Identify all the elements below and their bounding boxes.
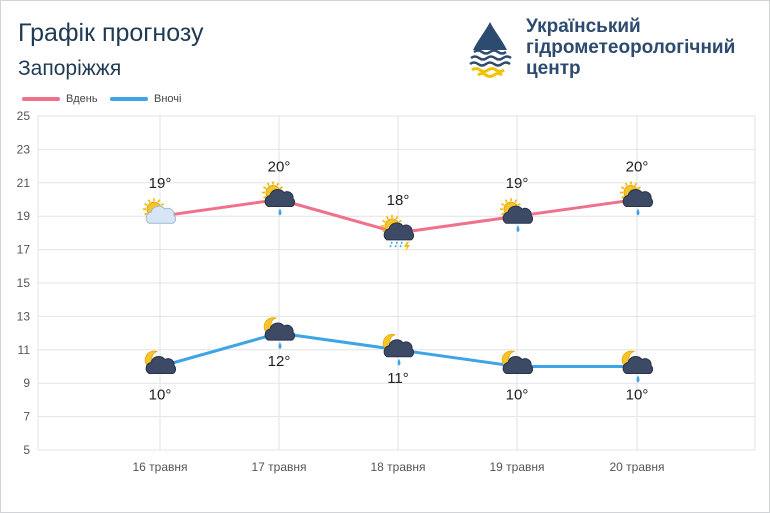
moon-cloud-icon	[144, 350, 177, 374]
data-labels: 19° 20° 18° 19° 20° 10° 12° 11° 10° 10°	[149, 159, 649, 404]
day-temp-label: 18°	[387, 192, 410, 209]
legend-label-night: Вночі	[154, 93, 182, 105]
x-tick-label: 17 травня	[251, 460, 306, 474]
x-tick-label: 20 травня	[609, 460, 664, 474]
chart-title: Графік прогнозу	[18, 19, 204, 47]
sun-ray	[634, 182, 638, 186]
moon-cloud-rain-icon	[382, 333, 415, 366]
cloud-shape	[383, 222, 415, 241]
sun-ray	[501, 212, 505, 216]
night-temp-label: 12°	[268, 353, 291, 370]
org-line-3: центр	[526, 58, 581, 79]
sun-ray	[144, 212, 148, 216]
rain-drop	[516, 225, 520, 233]
rain-streak	[394, 241, 398, 249]
x-tick-label: 16 травня	[132, 460, 187, 474]
sun-ray	[263, 195, 267, 199]
hydromet-logo-icon	[468, 22, 512, 78]
day-temp-label: 20°	[268, 159, 291, 176]
sun-cloud-rain-icon	[262, 181, 296, 216]
city-name: Запоріжжя	[18, 57, 122, 80]
night-temp-label: 10°	[506, 387, 529, 404]
rain-drop	[278, 342, 282, 350]
sun-ray	[147, 199, 151, 203]
y-tick-label: 11	[18, 343, 31, 357]
lightning-bolt	[404, 241, 410, 252]
day-temp-label: 20°	[626, 159, 649, 176]
sun-ray	[266, 182, 270, 186]
sun-ray	[624, 182, 628, 186]
day-temp-label: 19°	[506, 175, 529, 192]
night-temp-label: 10°	[149, 387, 172, 404]
rain-drop	[397, 358, 401, 366]
sun-ray	[160, 203, 164, 206]
sun-ray	[157, 199, 161, 203]
rain-drop	[636, 375, 640, 383]
sun-ray	[395, 215, 399, 220]
org-line-1: Український	[526, 16, 641, 37]
y-tick-label: 7	[23, 410, 30, 424]
sun-ray	[514, 199, 518, 203]
y-tick-label: 15	[17, 276, 31, 290]
cloud-shape	[145, 356, 177, 374]
y-tick-label: 5	[23, 443, 30, 457]
legend-swatch-day	[22, 97, 60, 102]
legend-item-night[interactable]: Вночі	[110, 93, 181, 105]
organization-name: Український гідрометеорологічний центр	[526, 16, 735, 79]
sun-ray	[279, 186, 283, 190]
sun-cloud-icon	[143, 198, 177, 224]
org-line-2: гідрометеорологічний	[526, 37, 736, 58]
cloud-shape	[264, 189, 296, 207]
sun-ray	[621, 186, 625, 190]
sun-ray	[517, 203, 521, 206]
sun-cloud-rain-icon	[500, 198, 534, 233]
weather-icons	[143, 181, 654, 383]
legend-label-day: Вдень	[66, 93, 98, 105]
x-tick-label: 19 травня	[489, 460, 544, 474]
sun-ray	[382, 219, 386, 223]
y-tick-label: 9	[23, 376, 30, 390]
y-tick-label: 23	[17, 142, 31, 156]
sun-cloud-thunder-rain-icon	[381, 214, 415, 252]
cloud-shape	[622, 356, 654, 374]
sun-cloud-rain-icon	[620, 181, 654, 216]
moon-cloud-icon	[501, 350, 534, 374]
cloud-shape	[145, 205, 177, 224]
cloud-shape	[383, 339, 415, 358]
sun-ray	[501, 203, 505, 206]
cloud-shape	[622, 189, 654, 207]
sun-ray	[276, 182, 280, 186]
cloud-shape	[502, 356, 534, 374]
rain-drop	[278, 208, 282, 216]
legend-swatch-night	[110, 97, 148, 102]
legend-item-day[interactable]: Вдень	[22, 93, 98, 105]
cloud-shape	[502, 205, 534, 224]
sun-ray	[621, 195, 625, 199]
y-tick-label: 21	[17, 176, 31, 190]
y-tick-label: 13	[17, 309, 31, 323]
rain-drop	[636, 208, 640, 216]
sun-ray	[637, 186, 641, 190]
x-tick-label: 18 травня	[370, 460, 425, 474]
sun-ray	[398, 219, 402, 223]
night-temp-label: 10°	[626, 387, 649, 404]
cloud-shape	[264, 322, 296, 341]
y-tick-label: 17	[17, 243, 31, 257]
axes: 5 7 9 11 13 15 17 19 21 23 25 16 травня 17 травня 18 …	[17, 109, 665, 474]
night-temp-label: 11°	[387, 370, 409, 387]
moon-cloud-rain-icon	[621, 350, 654, 383]
rain-streak	[389, 241, 393, 249]
y-tick-label: 25	[17, 109, 31, 123]
day-temp-label: 19°	[149, 175, 172, 192]
sun-ray	[144, 203, 148, 206]
sun-ray	[263, 186, 267, 190]
sun-ray	[504, 199, 508, 203]
moon-cloud-rain-icon	[263, 317, 296, 350]
rain-streak	[399, 241, 403, 249]
sun-ray	[382, 229, 386, 233]
sun-ray	[385, 215, 389, 220]
y-tick-label: 19	[17, 209, 31, 223]
